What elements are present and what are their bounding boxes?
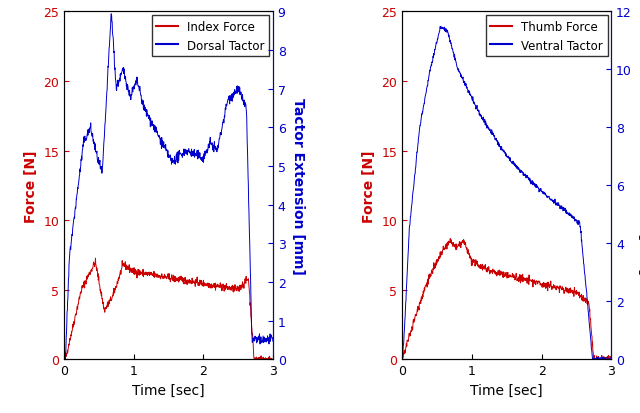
Legend: Thumb Force, Ventral Tactor: Thumb Force, Ventral Tactor [486, 16, 607, 57]
Y-axis label: Force [N]: Force [N] [362, 150, 376, 222]
Ventral Tactor [547, 199, 555, 204]
Ventral Tactor [491, 137, 499, 142]
Ventral Tactor [399, 357, 406, 362]
Y-axis label: Tactor Extension [mm]: Tactor Extension [mm] [291, 97, 305, 274]
Ventral Tactor [556, 203, 563, 208]
Dorsal Tactor [184, 153, 191, 158]
Dorsal Tactor [152, 126, 160, 131]
Dorsal Tactor [60, 357, 68, 362]
Index Force [93, 266, 100, 271]
Line: Ventral Tactor: Ventral Tactor [403, 27, 611, 359]
Dorsal Tactor [92, 151, 100, 156]
Dorsal Tactor [269, 339, 276, 344]
Index Force [269, 357, 276, 362]
Y-axis label: Tactor Extension [mm]: Tactor Extension [mm] [637, 97, 640, 274]
Dorsal Tactor [268, 335, 276, 340]
Dorsal Tactor [108, 12, 115, 17]
Thumb Force [431, 266, 438, 271]
Legend: Index Force, Dorsal Tactor: Index Force, Dorsal Tactor [152, 16, 269, 57]
Thumb Force [607, 357, 615, 362]
Ventral Tactor [522, 173, 529, 178]
Index Force [268, 357, 276, 362]
Dorsal Tactor [209, 147, 216, 152]
Thumb Force [556, 287, 563, 292]
Line: Thumb Force: Thumb Force [403, 239, 611, 359]
Line: Dorsal Tactor: Dorsal Tactor [64, 15, 273, 359]
Ventral Tactor [436, 25, 444, 30]
Line: Index Force: Index Force [64, 259, 273, 359]
Thumb Force [399, 357, 406, 362]
Thumb Force [606, 357, 614, 362]
Thumb Force [522, 278, 529, 283]
Thumb Force [491, 271, 499, 276]
Index Force [92, 256, 99, 261]
Y-axis label: Force [N]: Force [N] [24, 150, 38, 222]
Index Force [60, 357, 68, 362]
Ventral Tactor [607, 355, 615, 360]
Index Force [153, 275, 161, 280]
Thumb Force [547, 283, 555, 288]
Index Force [184, 281, 191, 286]
Thumb Force [447, 237, 454, 242]
Index Force [60, 356, 68, 361]
Ventral Tactor [431, 48, 438, 53]
Index Force [209, 283, 217, 288]
Ventral Tactor [606, 357, 614, 362]
Dorsal Tactor [217, 131, 225, 136]
X-axis label: Time [sec]: Time [sec] [132, 383, 205, 396]
Index Force [217, 282, 225, 287]
X-axis label: Time [sec]: Time [sec] [470, 383, 543, 396]
